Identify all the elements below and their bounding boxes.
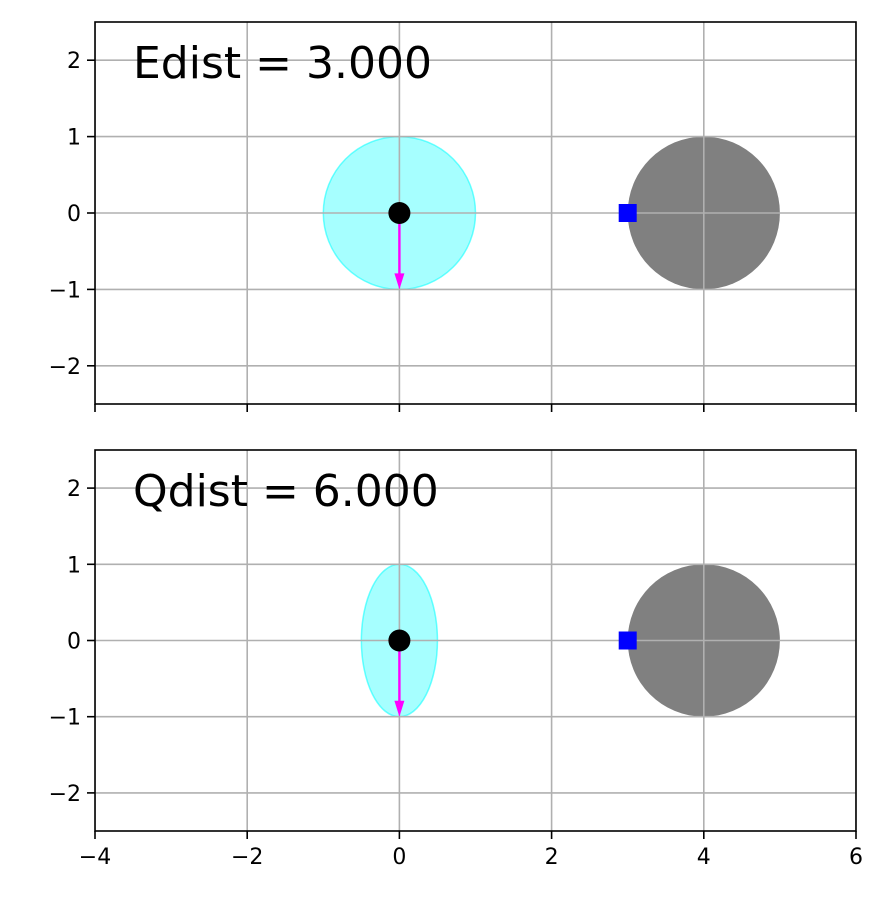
x-tick-label: −4 — [79, 845, 111, 870]
y-tick-label: 1 — [67, 126, 81, 151]
plot-area — [95, 450, 856, 831]
top-panel: −2 −1 0 1 2 Edist = 3.000 — [49, 21, 857, 412]
direction-arrow-head — [394, 700, 405, 717]
closest-point-marker — [618, 204, 637, 222]
x-tick-label: −2 — [231, 845, 263, 870]
y-tick-label: 0 — [67, 202, 81, 227]
x-tick-label: 6 — [849, 845, 863, 870]
y-tick-label: −2 — [49, 355, 81, 380]
center-point — [388, 202, 411, 224]
direction-arrow-head — [394, 273, 405, 290]
y-tick-label: −1 — [49, 706, 81, 731]
x-tick-label: 0 — [392, 845, 406, 870]
y-tick-label: 1 — [67, 553, 81, 578]
distance-annotation: Edist = 3.000 — [133, 38, 432, 89]
bottom-panel: −4 −2 0 2 4 6 −2 −1 0 1 2 Qdist = 6.000 — [49, 449, 863, 870]
center-point — [388, 629, 411, 652]
y-tick-label: 2 — [67, 49, 81, 74]
y-tick-label: −2 — [49, 782, 81, 807]
plot-area — [95, 22, 856, 404]
closest-point-marker — [618, 631, 637, 650]
x-tick-label: 4 — [697, 845, 711, 870]
y-tick-label: 2 — [67, 477, 81, 502]
y-tick-label: 0 — [67, 630, 81, 655]
y-tick-label: −1 — [49, 278, 81, 303]
distance-annotation: Qdist = 6.000 — [133, 466, 439, 517]
x-tick-label: 2 — [545, 845, 559, 870]
